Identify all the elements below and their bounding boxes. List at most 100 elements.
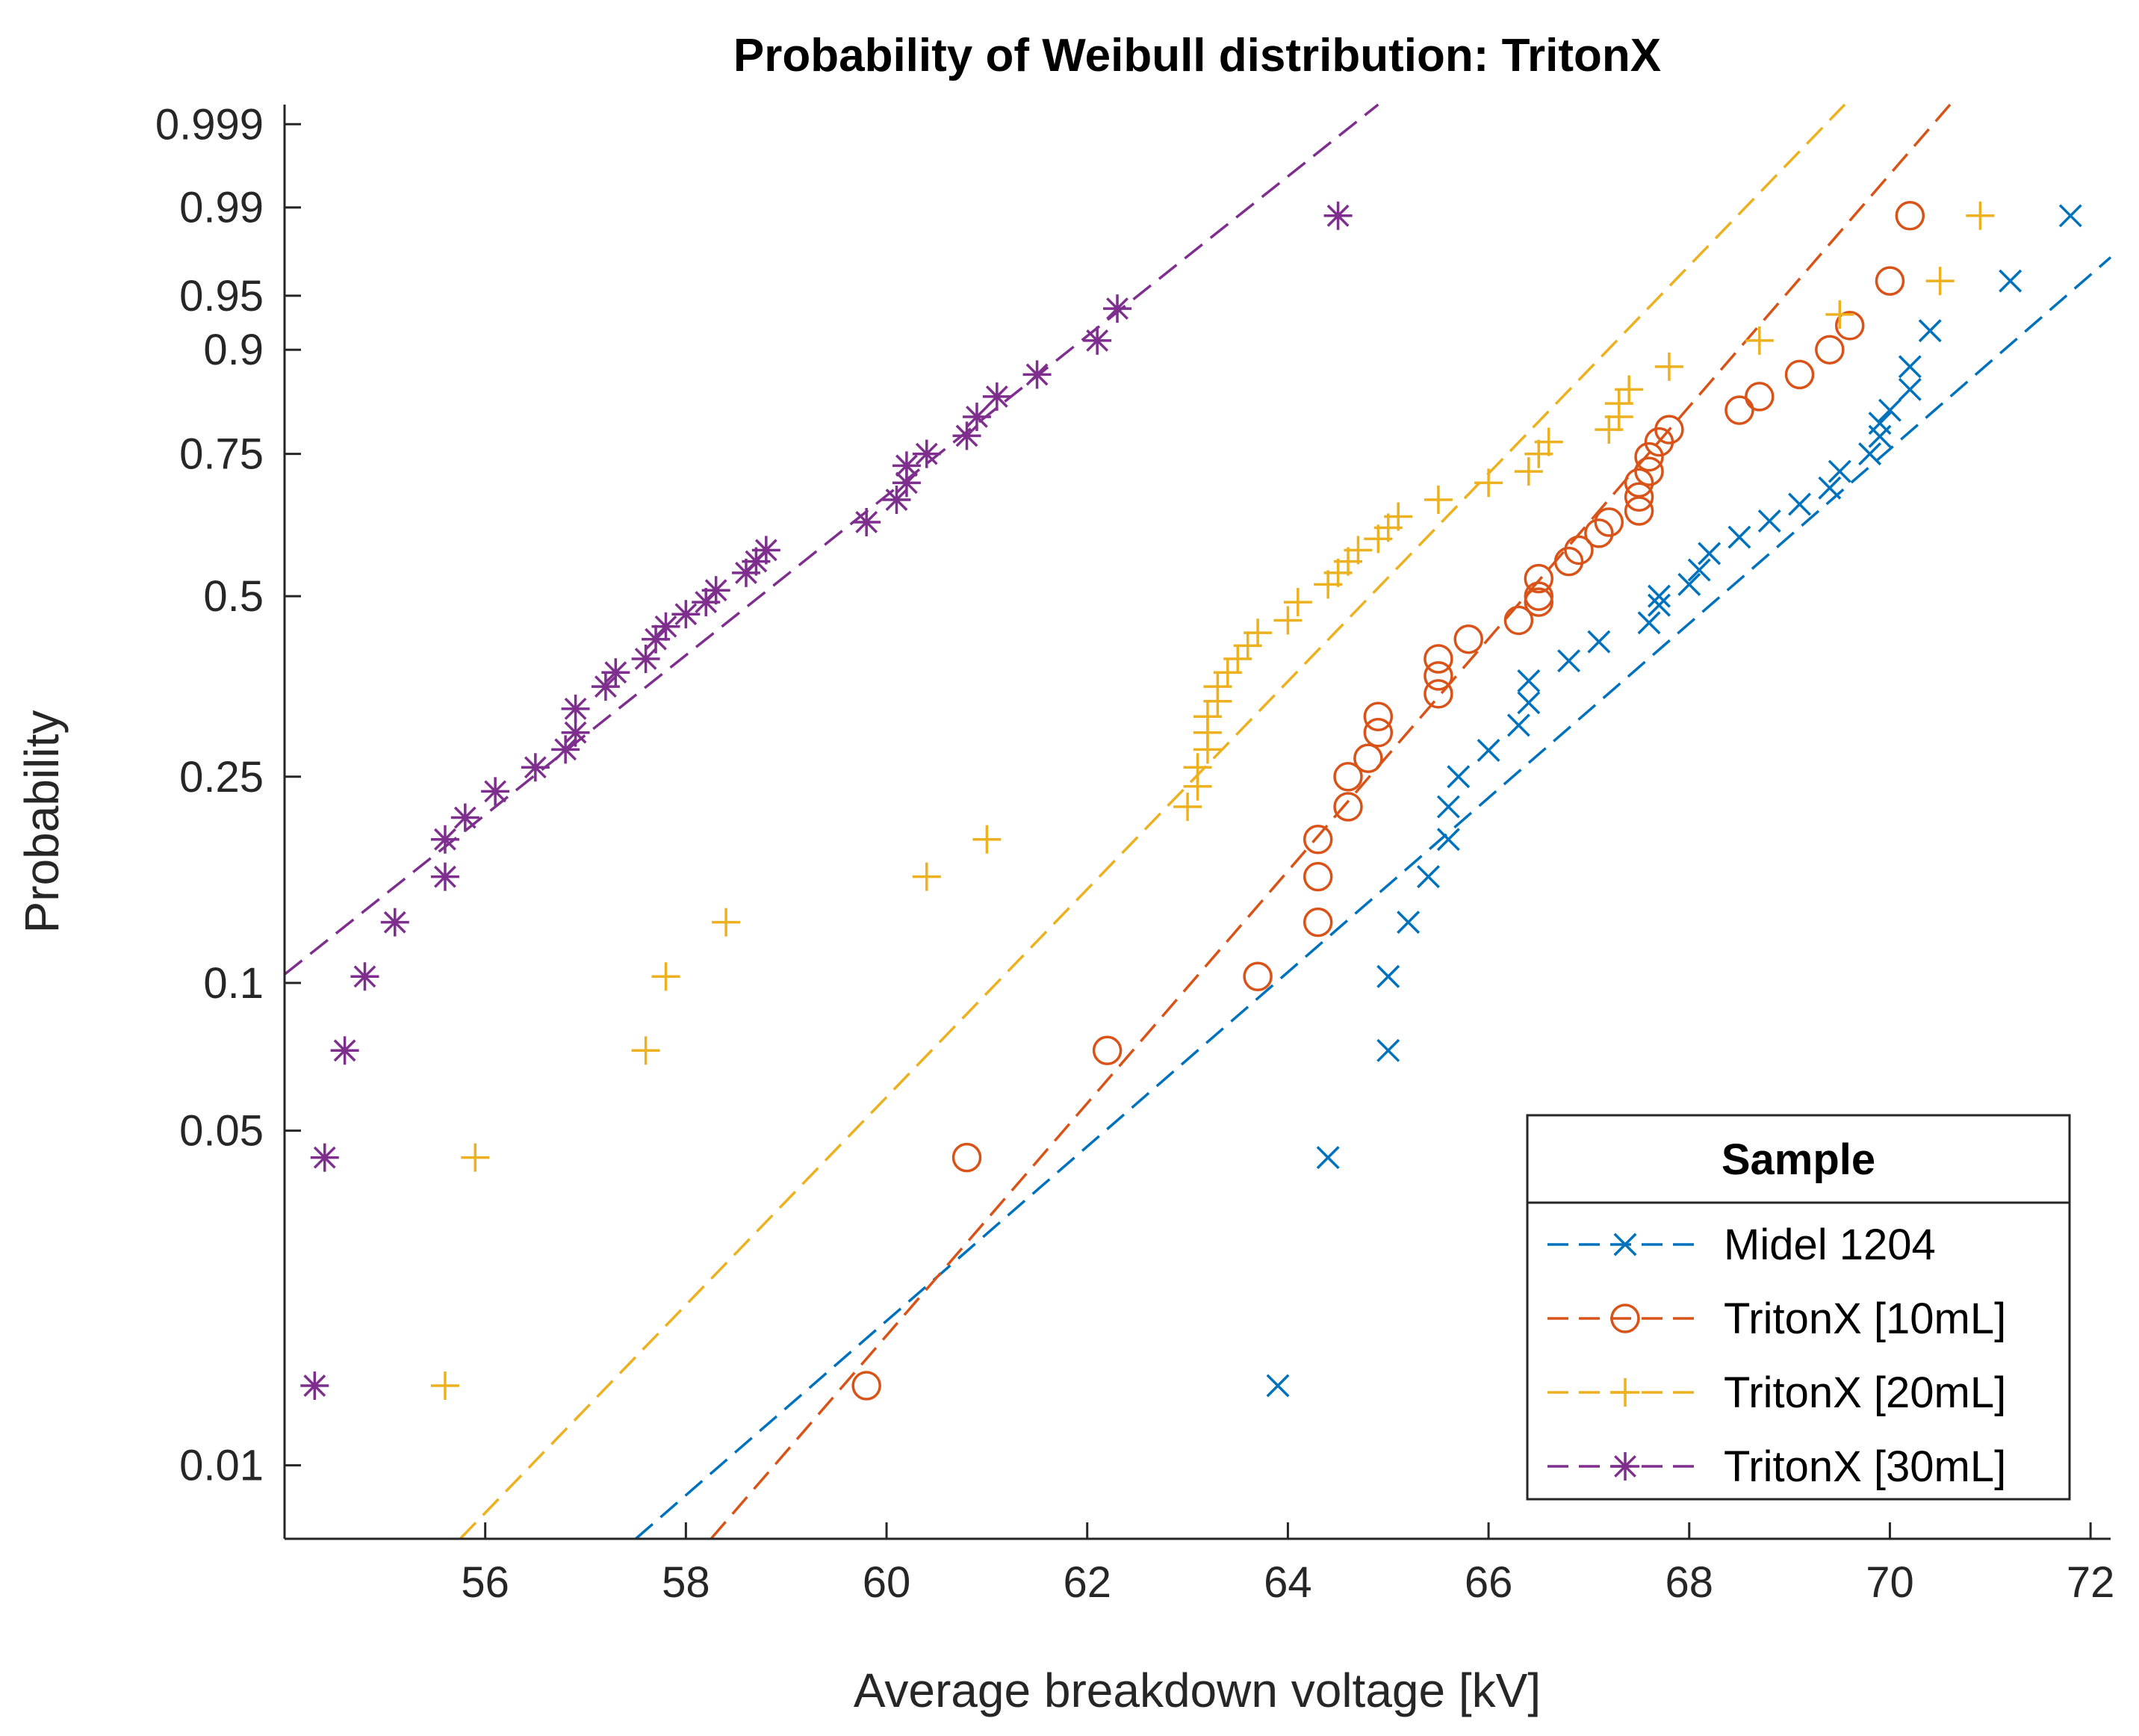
data-point (1183, 753, 1212, 782)
series-tritonx-20ml (430, 201, 1995, 1401)
data-point (1517, 691, 1541, 715)
x-tick-label: 66 (1465, 1558, 1513, 1607)
data-point (712, 908, 741, 937)
data-point (982, 382, 1011, 411)
series-tritonx-30ml (300, 201, 1353, 1401)
data-point (1868, 412, 1892, 435)
data-point (1524, 581, 1554, 611)
data-point (1654, 415, 1684, 444)
legend-marker (1613, 1233, 1637, 1256)
data-point (330, 1036, 359, 1065)
data-point (1557, 649, 1581, 673)
data-point (380, 908, 409, 937)
data-point (1654, 352, 1683, 381)
data-point (1424, 661, 1453, 691)
data-point (551, 735, 580, 764)
data-point (1344, 536, 1373, 565)
data-point (1022, 360, 1052, 389)
data-point (1474, 468, 1503, 497)
data-point (972, 825, 1002, 854)
x-tick-label: 72 (2067, 1558, 2115, 1607)
data-point (1587, 630, 1611, 654)
y-axis-label: Probability (15, 710, 69, 934)
data-point (1647, 593, 1671, 617)
fit-line-tritonx-20ml (459, 103, 1846, 1540)
data-point (1584, 518, 1614, 548)
data-point (1397, 911, 1421, 934)
data-point (1353, 743, 1383, 773)
data-point (1424, 679, 1453, 709)
data-point (1363, 701, 1394, 731)
data-point (651, 962, 680, 991)
data-point (1453, 624, 1483, 654)
data-point (591, 672, 620, 701)
data-point (1514, 457, 1543, 486)
data-point (851, 1371, 881, 1401)
legend-marker (1611, 1378, 1639, 1407)
data-point (1316, 1146, 1340, 1170)
data-point (892, 451, 921, 480)
data-point (1815, 335, 1845, 365)
data-point (1564, 535, 1594, 565)
data-point (601, 658, 630, 687)
y-tick-label: 0.05 (179, 1107, 264, 1156)
data-point (1376, 1038, 1400, 1062)
legend-label: TritonX [20mL] (1724, 1368, 2006, 1417)
x-axis-label: Average breakdown voltage [kV] (854, 1664, 1541, 1717)
data-point (430, 1371, 459, 1401)
data-point (1273, 606, 1303, 635)
fit-lines (283, 103, 2112, 1540)
data-point (1918, 319, 1942, 343)
data-point (1698, 542, 1722, 565)
data-point (1898, 377, 1922, 401)
y-tick-label: 0.01 (179, 1442, 264, 1490)
legend-title: Sample (1722, 1135, 1875, 1184)
legend-label: TritonX [30mL] (1724, 1442, 2006, 1491)
x-tick-label: 64 (1264, 1558, 1312, 1607)
data-point (651, 612, 680, 641)
data-point (1999, 269, 2022, 293)
data-point (1594, 507, 1624, 537)
data-point (1092, 1035, 1123, 1066)
legend-label: TritonX [10mL] (1724, 1295, 2006, 1343)
data-point (561, 694, 590, 723)
data-point (1553, 546, 1584, 577)
data-point (430, 862, 459, 891)
data-point (1624, 468, 1654, 498)
data-point (1424, 486, 1453, 515)
data-point (1333, 792, 1363, 822)
data-point (1193, 702, 1222, 731)
data-point (1424, 644, 1453, 674)
legend-marker (1610, 1303, 1640, 1333)
data-point (1083, 326, 1112, 355)
data-point (430, 825, 459, 854)
fit-line-tritonx-30ml (283, 103, 1379, 976)
data-point (561, 718, 590, 747)
data-point (450, 803, 479, 832)
data-point (1243, 961, 1273, 991)
data-point (1447, 765, 1471, 789)
data-point (631, 644, 660, 673)
data-point (1524, 563, 1554, 594)
data-point (1323, 201, 1353, 230)
data-point (521, 753, 550, 782)
y-tick-label: 0.25 (179, 753, 264, 802)
data-point (1436, 828, 1460, 852)
x-tick-label: 60 (863, 1558, 911, 1607)
data-point (350, 962, 379, 991)
data-point (461, 1143, 490, 1172)
data-point (671, 600, 701, 629)
data-point (1784, 359, 1815, 390)
data-point (1363, 717, 1394, 748)
data-point (1788, 492, 1812, 516)
axes (283, 105, 2111, 1540)
data-point (852, 507, 881, 536)
data-point (1624, 482, 1654, 512)
data-point (1637, 611, 1661, 635)
data-point (1333, 762, 1363, 792)
data-point (1503, 605, 1534, 636)
data-point (912, 439, 941, 468)
data-point (1634, 456, 1664, 486)
y-ticks: 0.01 0.05 0.1 0.25 0.5 0.75 0.9 0.95 0.99 0.999 (155, 100, 301, 1490)
x-tick-label: 70 (1866, 1558, 1914, 1607)
